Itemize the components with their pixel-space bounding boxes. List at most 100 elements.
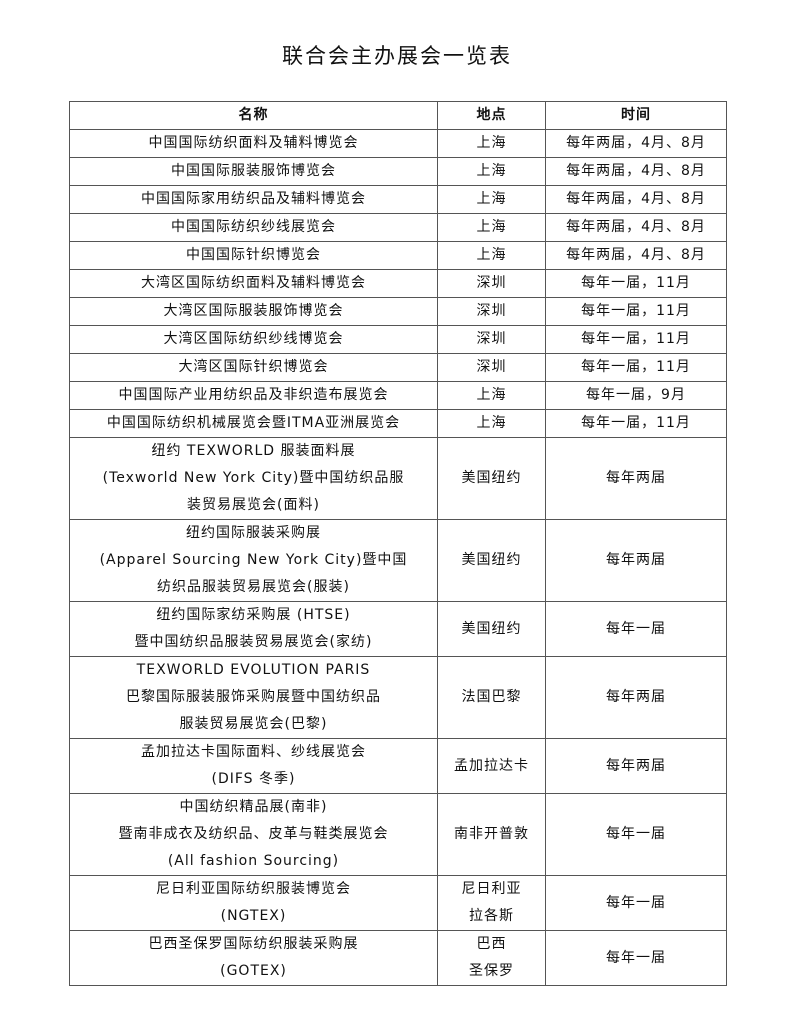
table-row: 纽约 TEXWORLD 服装面料展 (Texworld New York City… <box>69 437 727 520</box>
location-line: 美国纽约 <box>461 620 522 637</box>
time-cell: 每年两届，4月、8月 <box>545 241 727 270</box>
time-cell: 每年两届，4月、8月 <box>545 129 727 158</box>
exhibition-name-line: 纽约 TEXWORLD 服装面料展 <box>151 443 356 459</box>
table-row: TEXWORLD EVOLUTION PARIS 巴黎国际服装服饰采购展暨中国纺织… <box>69 656 727 739</box>
location-line: 尼日利亚 <box>461 881 522 897</box>
location-cell: 上海 <box>437 241 546 270</box>
table-header-row: 名称 地点 时间 <box>69 101 727 130</box>
location-line: 上海 <box>476 415 507 431</box>
location-line: 上海 <box>476 163 507 179</box>
exhibition-name-line: 中国纺织精品展(南非) <box>179 799 328 815</box>
location-line: 上海 <box>476 219 507 235</box>
time-cell: 每年一届 <box>545 875 727 931</box>
header-location: 地点 <box>437 101 546 130</box>
exhibition-name-cell: 大湾区国际纺织面料及辅料博览会 <box>69 269 438 298</box>
time-cell: 每年两届 <box>545 437 727 520</box>
exhibition-name-cell: 纽约国际服装采购展 (Apparel Sourcing New York City… <box>69 519 438 602</box>
exhibition-name-line: 大湾区国际纺织面料及辅料博览会 <box>141 275 366 291</box>
exhibition-name-line: 纽约国际家纺采购展 (HTSE) <box>156 607 351 623</box>
location-cell: 孟加拉达卡 <box>437 738 546 794</box>
time-cell: 每年两届 <box>545 656 727 739</box>
time-cell: 每年两届 <box>545 738 727 794</box>
exhibition-name-line: 大湾区国际纺织纱线博览会 <box>163 331 344 347</box>
exhibition-name-cell: 中国国际纺织纱线展览会 <box>69 213 438 242</box>
exhibition-name-cell: 大湾区国际针织博览会 <box>69 353 438 382</box>
exhibition-name-line: 中国国际家用纺织品及辅料博览会 <box>141 191 366 207</box>
exhibition-name-cell: 纽约 TEXWORLD 服装面料展 (Texworld New York City… <box>69 437 438 520</box>
exhibition-name-line: 中国国际纺织纱线展览会 <box>171 219 336 235</box>
table-row: 孟加拉达卡国际面料、纱线展览会 (DIFS 冬季) 孟加拉达卡 每年两届 <box>69 738 727 794</box>
time-cell: 每年一届，11月 <box>545 325 727 354</box>
exhibition-name-line: 尼日利亚国际纺织服装博览会 <box>156 881 351 897</box>
table-row: 中国国际纺织纱线展览会 上海 每年两届，4月、8月 <box>69 213 727 242</box>
time-cell: 每年两届，4月、8月 <box>545 157 727 186</box>
location-cell: 深圳 <box>437 269 546 298</box>
exhibition-name-line: (NGTEX) <box>220 908 287 924</box>
table-row: 大湾区国际纺织纱线博览会 深圳 每年一届，11月 <box>69 325 727 354</box>
time-cell: 每年一届 <box>545 930 727 986</box>
location-cell: 法国巴黎 <box>437 656 546 739</box>
exhibition-name-line: 纺织品服装贸易展览会(服装) <box>157 579 350 595</box>
table-row: 大湾区国际针织博览会 深圳 每年一届，11月 <box>69 353 727 382</box>
table-row: 中国国际针织博览会 上海 每年两届，4月、8月 <box>69 241 727 270</box>
location-cell: 美国纽约 <box>437 437 546 520</box>
location-cell: 上海 <box>437 381 546 410</box>
location-cell: 上海 <box>437 185 546 214</box>
exhibition-name-line: 中国国际纺织面料及辅料博览会 <box>148 135 359 151</box>
location-line: 上海 <box>476 191 507 207</box>
exhibition-name-cell: 中国纺织精品展(南非) 暨南非成衣及纺织品、皮革与鞋类展览会 (All fashio… <box>69 793 438 876</box>
exhibition-name-cell: 中国国际产业用纺织品及非织造布展览会 <box>69 381 438 410</box>
exhibition-name-line: TEXWORLD EVOLUTION PARIS <box>136 662 371 678</box>
location-cell: 巴西 圣保罗 <box>437 930 546 986</box>
exhibition-name-cell: 大湾区国际服装服饰博览会 <box>69 297 438 326</box>
location-line: 拉各斯 <box>469 908 514 924</box>
table-row: 中国纺织精品展(南非) 暨南非成衣及纺织品、皮革与鞋类展览会 (All fashio… <box>69 793 727 876</box>
exhibition-name-cell: 中国国际纺织面料及辅料博览会 <box>69 129 438 158</box>
exhibition-name-line: (GOTEX) <box>220 963 287 979</box>
location-line: 圣保罗 <box>469 963 514 979</box>
time-cell: 每年一届 <box>545 601 727 657</box>
table-row: 巴西圣保罗国际纺织服装采购展 (GOTEX) 巴西 圣保罗 每年一届 <box>69 930 727 986</box>
time-cell: 每年两届，4月、8月 <box>545 213 727 242</box>
exhibition-name-cell: 大湾区国际纺织纱线博览会 <box>69 325 438 354</box>
table-row: 中国国际纺织面料及辅料博览会 上海 每年两届，4月、8月 <box>69 129 727 158</box>
location-cell: 上海 <box>437 213 546 242</box>
exhibition-name-line: (All fashion Sourcing) <box>167 853 340 869</box>
time-cell: 每年一届，9月 <box>545 381 727 410</box>
time-cell: 每年两届 <box>545 519 727 602</box>
time-cell: 每年一届，11月 <box>545 269 727 298</box>
table-row: 中国国际服装服饰博览会 上海 每年两届，4月、8月 <box>69 157 727 186</box>
exhibition-name-line: 纽约国际服装采购展 <box>186 525 321 541</box>
exhibition-name-line: (DIFS 冬季) <box>211 771 296 787</box>
exhibition-name-line: 大湾区国际服装服饰博览会 <box>163 303 344 319</box>
table-row: 纽约国际家纺采购展 (HTSE) 暨中国纺织品服装贸易展览会(家纺) 美国纽约 每年一… <box>69 601 727 657</box>
location-cell: 上海 <box>437 409 546 438</box>
exhibition-name-cell: 中国国际针织博览会 <box>69 241 438 270</box>
header-time: 时间 <box>545 101 727 130</box>
exhibition-name-line: (Apparel Sourcing New York City)暨中国 <box>99 552 408 568</box>
page-title: 联合会主办展会一览表 <box>282 44 512 68</box>
table-row: 中国国际纺织机械展览会暨ITMA亚洲展览会 上海 每年一届，11月 <box>69 409 727 438</box>
exhibition-name-line: 巴黎国际服装服饰采购展暨中国纺织品 <box>126 689 381 705</box>
location-cell: 美国纽约 <box>437 519 546 602</box>
exhibition-name-line: 中国国际服装服饰博览会 <box>171 163 336 179</box>
table-row: 纽约国际服装采购展 (Apparel Sourcing New York City… <box>69 519 727 602</box>
exhibition-name-line: 巴西圣保罗国际纺织服装采购展 <box>148 936 359 952</box>
table-row: 大湾区国际纺织面料及辅料博览会 深圳 每年一届，11月 <box>69 269 727 298</box>
table-row: 中国国际家用纺织品及辅料博览会 上海 每年两届，4月、8月 <box>69 185 727 214</box>
location-line: 上海 <box>476 387 507 403</box>
location-line: 美国纽约 <box>461 552 522 568</box>
table-row: 尼日利亚国际纺织服装博览会 (NGTEX) 尼日利亚拉各斯 每年一届 <box>69 875 727 931</box>
location-line: 深圳 <box>476 303 507 319</box>
exhibition-name-cell: 巴西圣保罗国际纺织服装采购展 (GOTEX) <box>69 930 438 986</box>
exhibition-name-line: 服装贸易展览会(巴黎) <box>179 716 328 732</box>
exhibition-name-cell: TEXWORLD EVOLUTION PARIS 巴黎国际服装服饰采购展暨中国纺织… <box>69 656 438 739</box>
time-cell: 每年两届，4月、8月 <box>545 185 727 214</box>
time-cell: 每年一届，11月 <box>545 297 727 326</box>
location-line: 法国巴黎 <box>461 689 522 705</box>
location-line: 上海 <box>476 247 507 263</box>
exhibition-name-line: 中国国际纺织机械展览会暨ITMA亚洲展览会 <box>106 415 401 431</box>
exhibition-name-cell: 中国国际纺织机械展览会暨ITMA亚洲展览会 <box>69 409 438 438</box>
exhibition-name-line: 孟加拉达卡国际面料、纱线展览会 <box>141 744 366 760</box>
location-line: 巴西 <box>476 936 507 952</box>
